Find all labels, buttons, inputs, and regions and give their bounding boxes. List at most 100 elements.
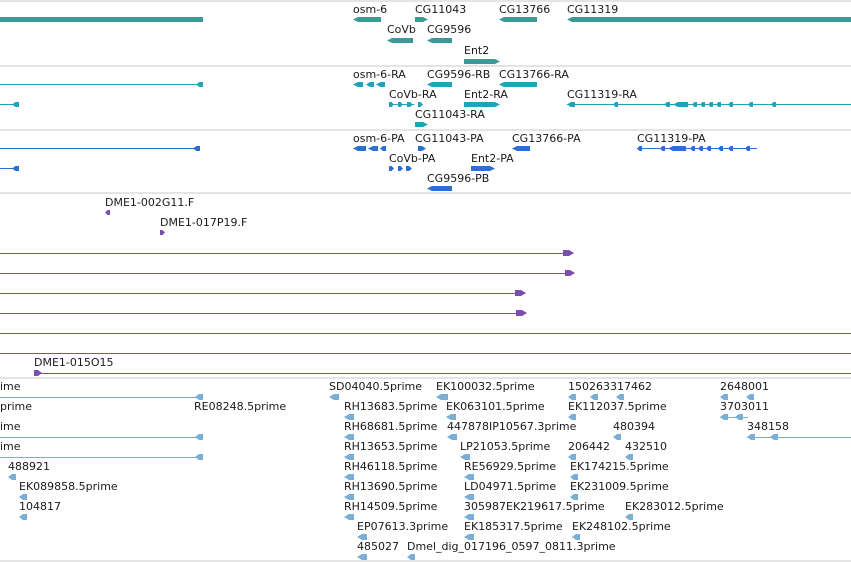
est-feature-glyph[interactable] — [344, 514, 354, 520]
clone-feature-glyph[interactable] — [105, 210, 110, 215]
protein-feature-glyph[interactable] — [368, 146, 378, 151]
protein-feature-glyph[interactable] — [389, 166, 394, 171]
feature-label-e38[interactable]: Dmel_dig_017196_0597_0811.3prime — [407, 540, 616, 553]
clone-feature-glyph[interactable] — [516, 310, 527, 316]
protein-feature-glyph[interactable] — [698, 146, 703, 151]
feature-label-g-osm6[interactable]: osm-6 — [353, 3, 387, 16]
mrna-feature-glyph[interactable] — [407, 102, 413, 107]
mrna-feature-glyph[interactable] — [567, 102, 575, 107]
mrna-feature-glyph[interactable] — [748, 102, 753, 107]
feature-label-e34[interactable]: EP07613.3prime — [357, 520, 448, 533]
mrna-feature-glyph[interactable] — [728, 102, 733, 107]
protein-feature-glyph[interactable] — [706, 146, 711, 151]
feature-label-e22[interactable]: 488921 — [8, 460, 50, 473]
gene-feature-glyph[interactable] — [567, 17, 851, 22]
feature-label-t-osm6[interactable]: osm-6-RA — [353, 68, 406, 81]
feature-label-e13[interactable]: RH68681.5prime — [344, 420, 438, 433]
gene-feature-glyph[interactable] — [0, 17, 203, 22]
protein-intron-line[interactable] — [0, 148, 200, 149]
est-feature-glyph[interactable] — [625, 454, 633, 460]
mrna-feature-glyph[interactable] — [664, 102, 670, 107]
clone-feature-glyph[interactable] — [160, 230, 165, 235]
protein-feature-glyph[interactable] — [406, 166, 412, 171]
est-feature-glyph[interactable] — [464, 534, 474, 540]
protein-feature-glyph[interactable] — [637, 146, 642, 151]
clone-intron-line[interactable] — [0, 353, 851, 354]
feature-label-e9[interactable]: EK063101.5prime — [446, 400, 545, 413]
mrna-feature-glyph[interactable] — [692, 102, 697, 107]
est-feature-glyph[interactable] — [625, 514, 633, 520]
clone-feature-glyph[interactable] — [563, 250, 574, 256]
est-intron-line[interactable] — [0, 457, 203, 458]
feature-label-e1[interactable]: ime — [0, 380, 21, 393]
feature-label-e24[interactable]: RE56929.5prime — [464, 460, 556, 473]
est-feature-glyph[interactable] — [720, 414, 728, 420]
feature-label-c-017p19[interactable]: DME1-017P19.F — [160, 216, 247, 229]
est-feature-glyph[interactable] — [436, 394, 448, 400]
clone-intron-line[interactable] — [0, 313, 526, 314]
clone-intron-line[interactable] — [0, 273, 574, 274]
est-feature-glyph[interactable] — [735, 414, 743, 420]
feature-label-p-covb[interactable]: CoVb-PA — [389, 152, 436, 165]
feature-label-p-cg11319[interactable]: CG11319-PA — [637, 132, 706, 145]
clone-feature-glyph[interactable] — [515, 290, 526, 296]
feature-label-e14[interactable]: 447878IP10567.3prime — [447, 420, 577, 433]
feature-label-t-cg9596[interactable]: CG9596-RB — [427, 68, 490, 81]
est-feature-glyph[interactable] — [568, 454, 576, 460]
feature-label-e28[interactable]: LD04971.5prime — [464, 480, 556, 493]
protein-feature-glyph[interactable] — [427, 186, 452, 191]
est-feature-glyph[interactable] — [572, 534, 580, 540]
est-intron-line[interactable] — [720, 417, 748, 418]
est-feature-glyph[interactable] — [8, 474, 16, 480]
est-feature-glyph[interactable] — [344, 414, 354, 420]
feature-label-e27[interactable]: RH13690.5prime — [344, 480, 438, 493]
feature-label-e17[interactable]: ime — [0, 440, 21, 453]
gene-feature-glyph[interactable] — [499, 17, 537, 22]
feature-label-e18[interactable]: RH13653.5prime — [344, 440, 438, 453]
est-feature-glyph[interactable] — [19, 514, 27, 520]
est-feature-glyph[interactable] — [407, 554, 415, 560]
mrna-feature-glyph[interactable] — [700, 102, 705, 107]
est-feature-glyph[interactable] — [570, 494, 578, 500]
protein-feature-glyph[interactable] — [353, 146, 366, 151]
feature-label-p-ent2[interactable]: Ent2-PA — [471, 152, 514, 165]
mrna-feature-glyph[interactable] — [366, 82, 374, 87]
mrna-feature-glyph[interactable] — [376, 82, 385, 87]
mrna-feature-glyph[interactable] — [464, 102, 500, 107]
protein-feature-glyph[interactable] — [660, 146, 665, 151]
gene-feature-glyph[interactable] — [387, 38, 413, 43]
est-feature-glyph[interactable] — [344, 434, 354, 440]
mrna-intron-line[interactable] — [0, 104, 19, 105]
mrna-feature-glyph[interactable] — [389, 102, 394, 107]
feature-label-g-ent2[interactable]: Ent2 — [464, 44, 489, 57]
feature-label-t-cg11043[interactable]: CG11043-RA — [415, 108, 485, 121]
clone-intron-line[interactable] — [34, 373, 851, 374]
feature-label-e2[interactable]: SD04040.5prime — [329, 380, 422, 393]
protein-feature-glyph[interactable] — [718, 146, 723, 151]
mrna-feature-glyph[interactable] — [771, 102, 776, 107]
gene-feature-glyph[interactable] — [427, 38, 452, 43]
gene-feature-glyph[interactable] — [415, 17, 428, 22]
feature-label-e3[interactable]: EK100032.5prime — [436, 380, 535, 393]
est-feature-glyph[interactable] — [616, 394, 624, 400]
feature-label-c-015o15[interactable]: DME1-015O15 — [34, 356, 114, 369]
mrna-intron-line[interactable] — [0, 84, 203, 85]
gene-feature-glyph[interactable] — [464, 59, 500, 64]
est-feature-glyph[interactable] — [590, 394, 598, 400]
feature-label-e12[interactable]: ime — [0, 420, 21, 433]
protein-feature-glyph[interactable] — [418, 146, 426, 151]
feature-label-t-covb[interactable]: CoVb-RA — [389, 88, 437, 101]
feature-label-t-ent2[interactable]: Ent2-RA — [464, 88, 508, 101]
protein-feature-glyph[interactable] — [471, 166, 495, 171]
feature-label-e25[interactable]: EK174215.5prime — [570, 460, 669, 473]
est-feature-glyph[interactable] — [746, 394, 754, 400]
est-feature-glyph[interactable] — [357, 534, 367, 540]
protein-intron-line[interactable] — [0, 168, 19, 169]
est-feature-glyph[interactable] — [329, 394, 339, 400]
protein-feature-glyph[interactable] — [512, 146, 530, 151]
est-intron-line[interactable] — [0, 397, 203, 398]
est-feature-glyph[interactable] — [344, 494, 354, 500]
feature-label-e31[interactable]: RH14509.5prime — [344, 500, 438, 513]
feature-label-e7[interactable]: RE08248.5prime — [194, 400, 286, 413]
feature-label-e37[interactable]: 485027 — [357, 540, 399, 553]
